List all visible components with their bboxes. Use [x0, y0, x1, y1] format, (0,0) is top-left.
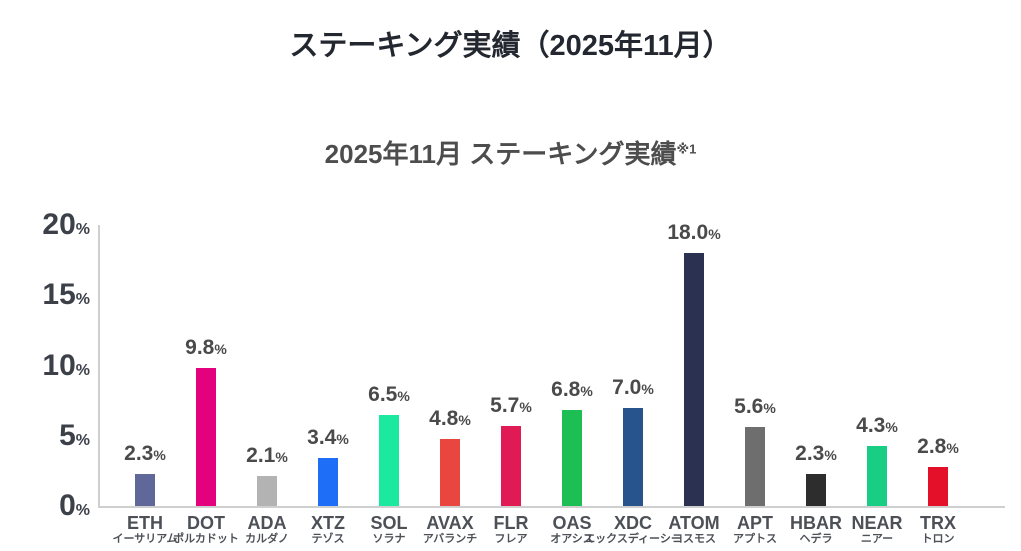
x-sublabel-hbar: ヘデラ [799, 533, 833, 545]
bar-trx [928, 466, 948, 506]
bar-eth [135, 473, 155, 506]
chart-title-text: 2025年11月 ステーキング実績 [324, 139, 677, 169]
x-sublabel-near: ニアー [860, 533, 894, 545]
x-sublabel-eth: イーサリアム [112, 533, 178, 545]
x-sublabel-atom: コスモス [672, 533, 716, 545]
x-axis-line [98, 506, 1005, 508]
x-sublabel-xdc: エックスディーシー [584, 533, 682, 545]
bar-sol [379, 414, 399, 506]
value-label-oas: 6.8% [551, 378, 593, 402]
x-label-dot: DOT [187, 513, 225, 533]
x-sublabel-sol: ソラナ [372, 533, 406, 545]
bar-apt [745, 427, 765, 506]
bar-avax [440, 438, 460, 506]
value-label-sol: 6.5% [368, 382, 410, 406]
x-label-oas: OAS [552, 513, 592, 533]
bar-atom [684, 253, 704, 506]
value-label-eth: 2.3% [124, 441, 166, 465]
bar-xtz [318, 458, 338, 506]
x-label-sol: SOL [370, 513, 408, 533]
x-label-near: NEAR [851, 513, 903, 533]
bar-flr [501, 425, 521, 506]
x-sublabel-dot: ポルカドット [173, 533, 239, 545]
value-label-hbar: 2.3% [795, 441, 837, 465]
bar-near [867, 445, 887, 506]
x-label-flr: FLR [493, 513, 529, 533]
value-label-dot: 9.8% [185, 336, 227, 360]
x-label-hbar: HBAR [790, 513, 842, 533]
page-title: ステーキング実績（2025年11月） [289, 30, 732, 62]
x-sublabel-oas: オアシス [550, 533, 594, 545]
bar-oas [562, 410, 582, 506]
x-sublabel-trx: トロン [921, 533, 955, 545]
x-label-xdc: XDC [613, 513, 652, 533]
y-axis-tick-label: 10% [42, 348, 90, 382]
x-sublabel-apt: アプトス [733, 533, 777, 545]
value-label-apt: 5.6% [734, 395, 776, 419]
bar-dot [196, 368, 216, 506]
x-sublabel-flr: フレア [494, 533, 528, 545]
value-label-ada: 2.1% [246, 444, 288, 468]
bar-ada [257, 476, 277, 506]
value-label-atom: 18.0% [667, 221, 721, 245]
y-axis-tick-label: 15% [42, 278, 90, 312]
x-sublabel-xtz: テゾス [311, 533, 345, 545]
x-label-eth: ETH [127, 513, 163, 533]
x-label-avax: AVAX [426, 513, 474, 533]
value-label-near: 4.3% [856, 413, 898, 437]
y-axis-tick-label: 0% [59, 489, 90, 522]
bar-hbar [806, 473, 826, 506]
x-sublabel-ada: カルダノ [245, 533, 289, 545]
chart-title-footnote-marker: ※1 [676, 141, 697, 157]
x-label-ada: ADA [247, 513, 287, 533]
chart-title: 2025年11月 ステーキング実績※1 [0, 134, 1021, 171]
y-axis-line [98, 225, 100, 508]
y-axis-tick-label: 5% [59, 418, 90, 452]
x-label-trx: TRX [920, 513, 956, 533]
x-label-xtz: XTZ [311, 513, 345, 533]
value-label-avax: 4.8% [429, 406, 471, 430]
value-label-trx: 2.8% [917, 434, 959, 458]
x-sublabel-avax: アバランチ [422, 533, 478, 545]
bar-xdc [623, 407, 643, 506]
x-label-apt: APT [737, 513, 773, 533]
value-label-xtz: 3.4% [307, 426, 349, 450]
x-label-atom: ATOM [668, 513, 720, 533]
value-label-xdc: 7.0% [612, 375, 654, 399]
value-label-flr: 5.7% [490, 393, 532, 417]
y-axis-tick-label: 20% [42, 208, 90, 241]
